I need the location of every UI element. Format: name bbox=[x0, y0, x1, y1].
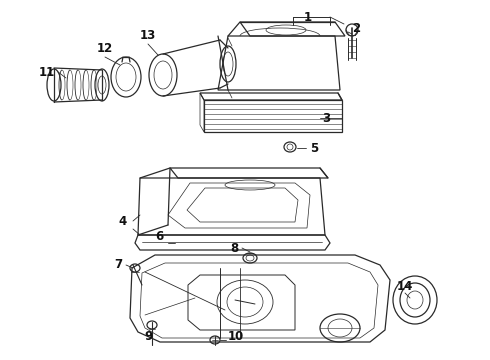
Text: 11: 11 bbox=[39, 66, 55, 78]
Text: 7: 7 bbox=[114, 258, 122, 271]
Text: 4: 4 bbox=[119, 215, 127, 228]
Text: 12: 12 bbox=[97, 42, 113, 55]
Text: 3: 3 bbox=[322, 112, 330, 125]
Text: 9: 9 bbox=[144, 330, 152, 343]
Text: 8: 8 bbox=[230, 242, 238, 255]
Text: 2: 2 bbox=[352, 22, 360, 35]
Text: 14: 14 bbox=[397, 280, 413, 293]
Text: 6: 6 bbox=[155, 230, 163, 243]
Text: 1: 1 bbox=[304, 10, 312, 23]
Text: 10: 10 bbox=[228, 329, 244, 342]
Text: 13: 13 bbox=[140, 29, 156, 42]
Text: 5: 5 bbox=[310, 141, 318, 154]
